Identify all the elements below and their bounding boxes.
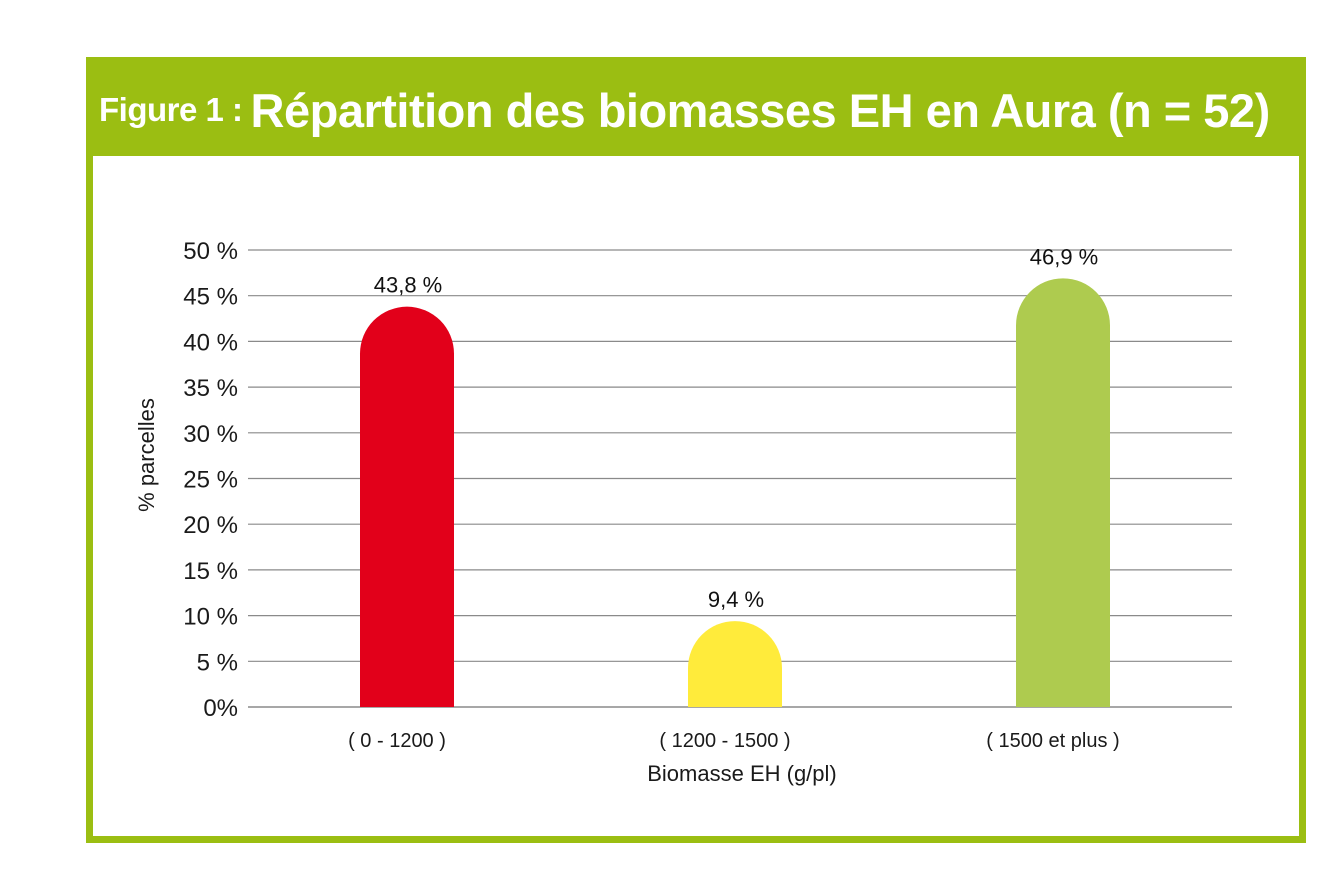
bars — [360, 278, 1110, 707]
y-tick-label: 40 % — [183, 329, 238, 356]
y-axis-title: % parcelles — [134, 398, 159, 512]
y-tick-label: 25 % — [183, 467, 238, 494]
y-tick-label: 15 % — [183, 558, 238, 585]
bar-3 — [1016, 278, 1110, 707]
figure-label: Figure 1 : — [99, 91, 243, 128]
x-axis-title: Biomasse EH (g/pl) — [647, 761, 837, 786]
y-tick-label: 20 % — [183, 512, 238, 539]
value-label: 9,4 % — [708, 587, 764, 612]
figure-title: Répartition des biomasses EH en Aura (n … — [250, 83, 1271, 137]
value-labels: 43,8 % 9,4 % 46,9 % — [374, 244, 1099, 612]
y-tick-label: 0% — [203, 695, 238, 722]
y-tick-label: 5 % — [197, 649, 238, 676]
bar-1 — [360, 306, 454, 707]
value-label: 46,9 % — [1030, 244, 1099, 269]
y-tick-label: 10 % — [183, 604, 238, 631]
y-axis-ticks: 0% 5 % 10 % 15 % 20 % 25 % 30 % 35 % 40 % 45 % 50 … — [183, 238, 238, 722]
x-category-label: ( 0 - 1200 ) — [348, 730, 446, 752]
x-category-label: ( 1200 - 1500 ) — [659, 730, 790, 752]
x-axis-categories: ( 0 - 1200 ) ( 1200 - 1500 ) ( 1500 et plu… — [348, 730, 1120, 752]
figure-header: Figure 1 : Répartition des biomasses EH … — [93, 64, 1299, 156]
bar-2 — [688, 621, 782, 707]
x-category-label: ( 1500 et plus ) — [986, 730, 1119, 752]
value-label: 43,8 % — [374, 273, 443, 298]
y-tick-label: 35 % — [183, 375, 238, 402]
y-tick-label: 50 % — [183, 238, 238, 265]
y-tick-label: 45 % — [183, 284, 238, 311]
y-tick-label: 30 % — [183, 421, 238, 448]
